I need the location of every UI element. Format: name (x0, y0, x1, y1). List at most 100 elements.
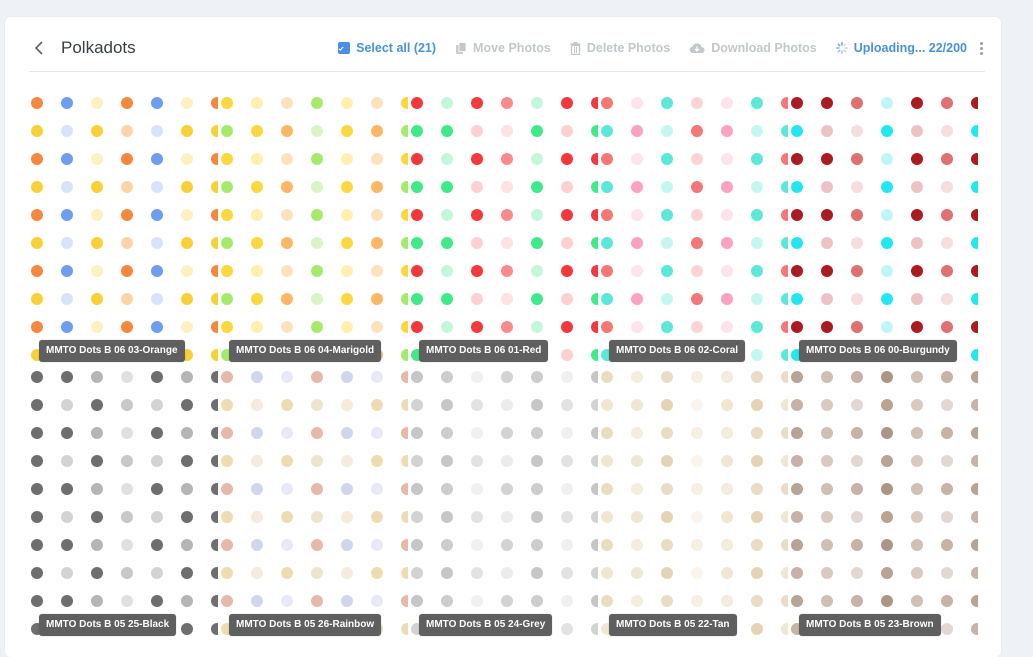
photo-tile[interactable]: MMTO Dots B 05 24-Grey (408, 366, 598, 640)
polka-dot (411, 427, 423, 439)
polka-dot (531, 181, 543, 193)
polka-dot (561, 265, 573, 277)
polka-dot (411, 293, 423, 305)
select-all-button[interactable]: Select all (21) (338, 41, 436, 55)
photo-tile[interactable]: MMTO Dots B 05 23-Brown (788, 366, 978, 640)
polka-dot (661, 483, 673, 495)
polka-dot (221, 293, 233, 305)
download-photos-button[interactable]: Download Photos (689, 41, 817, 55)
polka-dot (751, 427, 763, 439)
polka-dot (61, 237, 73, 249)
polka-dot (311, 321, 323, 333)
polka-dot (601, 427, 613, 439)
polka-dot (721, 427, 733, 439)
checkbox-checked-icon[interactable] (338, 42, 351, 54)
polka-dot (371, 237, 383, 249)
polka-dot (91, 293, 103, 305)
polka-dot (341, 125, 353, 137)
polka-dot (631, 293, 643, 305)
polka-dot (471, 265, 483, 277)
delete-photos-button[interactable]: Delete Photos (570, 41, 670, 55)
polka-dot (911, 237, 923, 249)
photo-tile[interactable]: MMTO Dots B 06 04-Marigold (218, 92, 408, 366)
polka-dot (281, 371, 293, 383)
polka-dot (721, 153, 733, 165)
polka-dot (601, 399, 613, 411)
polka-dot (181, 181, 193, 193)
polka-dot (791, 455, 803, 467)
polka-dot (471, 125, 483, 137)
polka-dot (371, 567, 383, 579)
polka-dot (631, 539, 643, 551)
photo-tile[interactable]: MMTO Dots B 06 02-Coral (598, 92, 788, 366)
polka-dot (881, 265, 893, 277)
polka-dot (941, 483, 953, 495)
polka-dot (721, 595, 733, 607)
polka-dot (631, 455, 643, 467)
photo-tile[interactable]: MMTO Dots B 06 00-Burgundy (788, 92, 978, 366)
polka-dot (631, 237, 643, 249)
polka-dot (561, 455, 573, 467)
polka-dot (911, 181, 923, 193)
polka-dot (401, 595, 408, 607)
photo-tile[interactable]: MMTO Dots B 05 22-Tan (598, 366, 788, 640)
polka-dot (341, 595, 353, 607)
polka-dot (561, 125, 573, 137)
polka-dot (401, 539, 408, 551)
polka-dot (121, 371, 133, 383)
polka-dot (751, 483, 763, 495)
polka-dot (441, 209, 453, 221)
polka-dot (591, 97, 598, 109)
polka-dot (881, 511, 893, 523)
polka-dot (441, 483, 453, 495)
polka-dot (121, 97, 133, 109)
polka-dot (751, 511, 763, 523)
polka-dot (501, 125, 513, 137)
polka-dot (821, 265, 833, 277)
polka-dot (251, 125, 263, 137)
polka-dot (821, 595, 833, 607)
polka-dot (411, 237, 423, 249)
polka-dot (501, 321, 513, 333)
polka-dot (471, 511, 483, 523)
polka-dot (371, 209, 383, 221)
polka-dot (851, 97, 863, 109)
move-photos-button[interactable]: Move Photos (455, 41, 551, 55)
polka-dot (791, 539, 803, 551)
polka-dot (881, 153, 893, 165)
polka-dot (691, 511, 703, 523)
polka-dot (911, 567, 923, 579)
polka-dot (311, 539, 323, 551)
polka-dot (121, 181, 133, 193)
photo-tile[interactable]: MMTO Dots B 06 03-Orange (28, 92, 218, 366)
polka-dot (781, 371, 788, 383)
polka-dot (61, 153, 73, 165)
polka-dot (251, 209, 263, 221)
toolbar: Polkadots Select all (21) Move Photos De… (29, 30, 985, 66)
polka-dot (911, 293, 923, 305)
back-button[interactable] (31, 40, 47, 56)
polka-dot (441, 125, 453, 137)
photo-tile[interactable]: MMTO Dots B 05 25-Black (28, 366, 218, 640)
polka-dot (281, 237, 293, 249)
polka-dot (411, 153, 423, 165)
polka-dot (881, 399, 893, 411)
polka-dot (401, 293, 408, 305)
polka-dot (221, 97, 233, 109)
polka-dot (721, 321, 733, 333)
polka-dot (471, 539, 483, 551)
polka-dot (61, 567, 73, 579)
polka-dot (501, 427, 513, 439)
polka-dot (601, 511, 613, 523)
polka-dot (941, 455, 953, 467)
photo-tile[interactable]: MMTO Dots B 06 01-Red (408, 92, 598, 366)
polka-dot (251, 399, 263, 411)
photo-label: MMTO Dots B 06 01-Red (419, 340, 549, 362)
polka-dot (61, 539, 73, 551)
upload-status[interactable]: Uploading... 22/200 (835, 41, 967, 55)
polka-dot (751, 595, 763, 607)
polka-dot (211, 595, 218, 607)
more-options-icon[interactable] (977, 41, 985, 55)
photo-tile[interactable]: MMTO Dots B 05 26-Rainbow (218, 366, 408, 640)
polka-dot (661, 181, 673, 193)
